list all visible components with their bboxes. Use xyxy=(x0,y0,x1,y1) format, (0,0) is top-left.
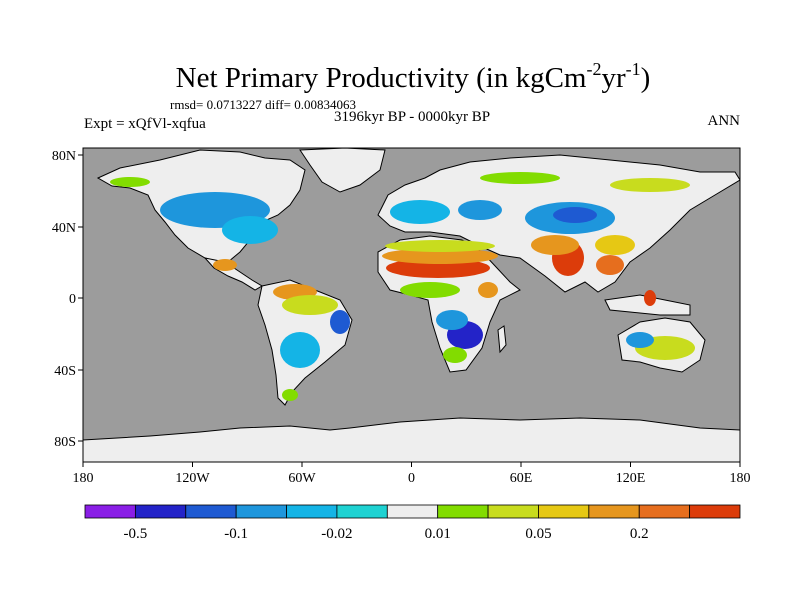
plot-title: Net Primary Productivity (in kgCm-2yr-1) xyxy=(176,59,651,94)
anomaly-australia-blue xyxy=(626,332,654,348)
colorbar-swatch xyxy=(386,504,439,519)
anomaly-mexico-orange xyxy=(213,259,237,271)
madagascar xyxy=(497,325,507,354)
colorbar-label: -0.5 xyxy=(124,526,148,542)
anomaly-namerica-cyan xyxy=(222,216,278,244)
anomaly-india-orange xyxy=(531,235,579,255)
anomaly-samerica-blue xyxy=(330,310,350,334)
colorbar-swatch xyxy=(588,504,640,519)
greenland xyxy=(299,148,386,193)
colorbar-swatch xyxy=(235,504,287,519)
y-axis: 80N 40N 0 40S 80S xyxy=(52,149,83,450)
stats-label: rmsd= 0.0713227 diff= 0.00834063 xyxy=(170,97,356,112)
colorbar-label: 0.05 xyxy=(525,526,551,542)
anomaly-field xyxy=(110,172,695,401)
anomaly-samerica-green xyxy=(282,389,298,401)
y-tick-label: 80S xyxy=(54,435,76,450)
colorbar-swatch xyxy=(538,504,590,519)
colorbar-swatch xyxy=(84,504,136,519)
anomaly-siberia-green xyxy=(480,172,560,184)
y-tick-label: 0 xyxy=(69,292,76,307)
colorbar-swatch xyxy=(286,504,338,519)
anomaly-centralasia-dark xyxy=(553,207,597,223)
colorbar-swatch xyxy=(638,504,691,519)
anomaly-europe-cyan xyxy=(390,200,450,224)
anomaly-eastasia-orange xyxy=(596,255,624,275)
x-tick-label: 120E xyxy=(616,471,646,486)
x-tick-label: 60W xyxy=(288,471,316,486)
anomaly-namerica-green xyxy=(110,177,150,187)
map-panel xyxy=(83,148,740,462)
colorbar-swatch xyxy=(134,504,187,519)
y-tick-label: 80N xyxy=(52,149,76,164)
x-tick-label: 180 xyxy=(730,471,751,486)
anomaly-siberia-yellow xyxy=(610,178,690,192)
x-tick-label: 180 xyxy=(73,471,94,486)
colorbar-swatch xyxy=(437,504,489,519)
colorbar-label: 0.2 xyxy=(630,526,649,542)
colorbar-swatch xyxy=(185,504,237,519)
x-axis: 180 120W 60W 0 60E 120E 180 xyxy=(73,462,751,486)
colorbar-swatch xyxy=(487,504,539,519)
anomaly-sahel-yellow xyxy=(385,240,495,252)
colorbar-label: -0.1 xyxy=(224,526,248,542)
anomaly-eastafrica-orange xyxy=(478,282,498,298)
x-tick-label: 0 xyxy=(408,471,415,486)
colorbar-label: 0.01 xyxy=(425,526,451,542)
anomaly-samerica-cyan xyxy=(280,332,320,368)
season-label: ANN xyxy=(708,113,741,129)
colorbar-swatch xyxy=(336,504,388,519)
colorbar-swatch xyxy=(689,504,741,519)
anomaly-seasia-red xyxy=(644,290,656,306)
colorbar: -0.5 -0.1 -0.02 0.01 0.05 0.2 xyxy=(84,504,741,542)
anomaly-samerica-yellow xyxy=(282,295,338,315)
anomaly-eastasia-yellow xyxy=(595,235,635,255)
y-tick-label: 40S xyxy=(54,364,76,379)
anomaly-europe-blue xyxy=(458,200,502,220)
anomaly-westafrica-green xyxy=(400,282,460,298)
anomaly-safrica-green xyxy=(443,347,467,363)
time-range-label: 3196kyr BP - 0000kyr BP xyxy=(334,109,490,125)
colorbar-label: -0.02 xyxy=(321,526,352,542)
anomaly-sahel-orange xyxy=(382,248,498,264)
x-tick-label: 120W xyxy=(175,471,210,486)
anomaly-safrica-blue xyxy=(436,310,468,330)
antarctica xyxy=(83,417,740,462)
experiment-label: Expt = xQfVl-xqfua xyxy=(84,116,206,132)
y-tick-label: 40N xyxy=(52,221,76,236)
x-tick-label: 60E xyxy=(510,471,533,486)
